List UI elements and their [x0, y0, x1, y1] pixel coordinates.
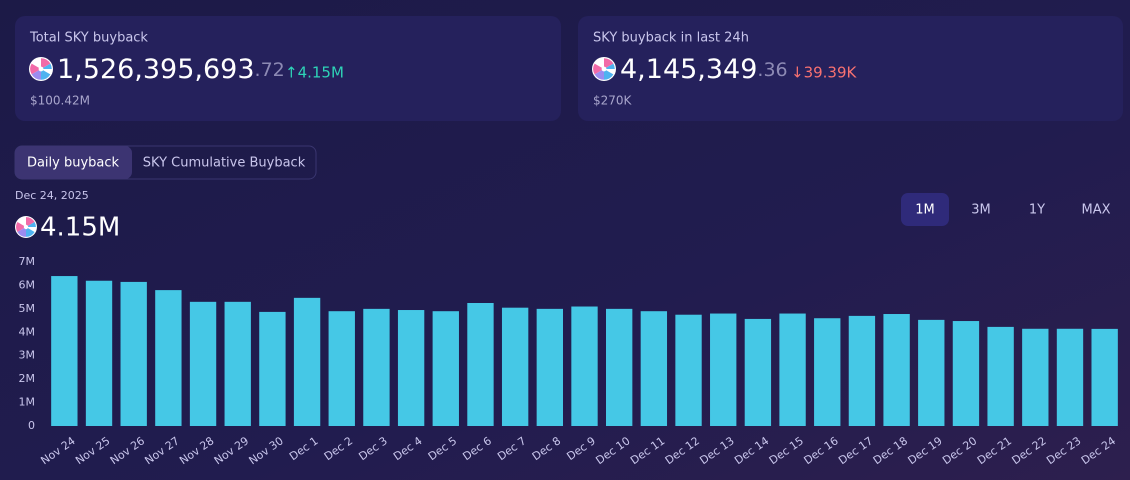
- card: [578, 16, 1123, 121]
- bar: [710, 313, 737, 426]
- bar: [397, 310, 425, 426]
- bar: [224, 301, 251, 426]
- card-title: Total SKY buyback: [29, 31, 148, 46]
- y-tick-label: 4M: [19, 325, 36, 338]
- bar: [848, 315, 876, 426]
- card-usd: $100.42M: [30, 94, 90, 108]
- sky-logo: [29, 57, 53, 81]
- y-tick-label: 6M: [19, 278, 36, 291]
- bar: [293, 297, 321, 426]
- amount-integer: 1,526,395,693: [57, 54, 255, 85]
- bar: [328, 311, 355, 426]
- bar: [1056, 328, 1084, 426]
- tab[interactable]: Daily buyback: [27, 156, 120, 171]
- bar: [883, 314, 910, 426]
- range-button[interactable]: 3M: [971, 203, 991, 218]
- y-tick-label: 1M: [19, 396, 36, 409]
- selected-date: Dec 24, 2025: [15, 189, 89, 202]
- card-change: ↑4.15M: [285, 64, 344, 82]
- bar: [1022, 328, 1049, 426]
- bar: [536, 308, 563, 426]
- sky-logo: [15, 216, 37, 238]
- card-title: SKY buyback in last 24h: [593, 31, 749, 46]
- bar: [51, 276, 78, 426]
- bar: [744, 318, 772, 426]
- bar: [779, 313, 806, 426]
- bar: [675, 314, 702, 426]
- amount-decimals: .72: [255, 59, 285, 81]
- tab-active[interactable]: [15, 146, 132, 179]
- tab[interactable]: SKY Cumulative Buyback: [143, 156, 306, 171]
- bar: [259, 311, 286, 426]
- y-tick-label: 0: [28, 419, 35, 432]
- bar: [85, 280, 113, 426]
- bar: [571, 306, 598, 426]
- bar: [640, 311, 668, 426]
- bar: [501, 307, 529, 426]
- bar: [606, 308, 633, 426]
- bar: [987, 326, 1014, 426]
- bar: [363, 308, 390, 426]
- card-amount: 1,526,395,693.72: [57, 54, 285, 85]
- range-button[interactable]: MAX: [1081, 203, 1110, 218]
- amount-integer: 4,145,349: [620, 54, 757, 85]
- card-amount: 4,145,349.36: [620, 54, 788, 85]
- y-tick-label: 3M: [19, 349, 36, 362]
- bar: [467, 303, 494, 426]
- selected-value: 4.15M: [40, 213, 120, 243]
- bar: [189, 301, 217, 426]
- bar: [952, 321, 980, 426]
- y-tick-label: 2M: [19, 372, 36, 385]
- y-tick-label: 7M: [19, 255, 36, 268]
- range-button[interactable]: 1Y: [1029, 203, 1045, 218]
- sky-logo: [592, 57, 616, 81]
- amount-decimals: .36: [757, 59, 787, 81]
- bar: [814, 318, 841, 426]
- bar: [432, 311, 459, 426]
- bar: [155, 290, 182, 426]
- card: [15, 16, 561, 121]
- card-usd: $270K: [593, 94, 633, 108]
- bar: [1091, 328, 1118, 426]
- bar: [918, 319, 945, 426]
- card-change: ↓39.39K: [791, 64, 858, 82]
- range-active[interactable]: [901, 193, 949, 226]
- range-button[interactable]: 1M: [915, 203, 935, 218]
- y-tick-label: 5M: [19, 302, 36, 315]
- bar: [120, 281, 147, 426]
